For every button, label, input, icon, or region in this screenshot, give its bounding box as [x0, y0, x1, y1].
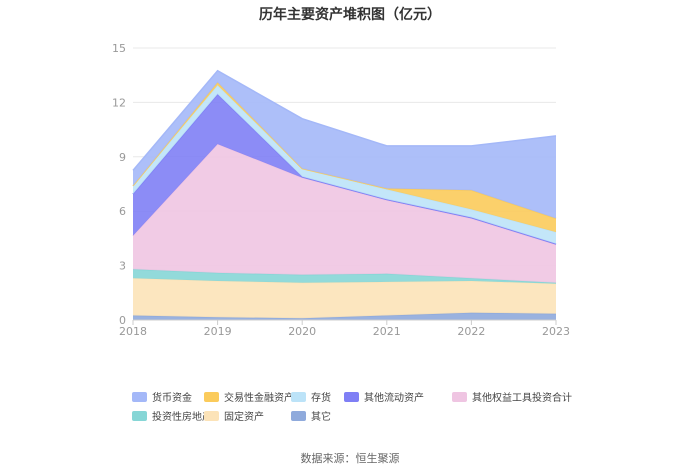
- y-tick-label: 6: [119, 205, 126, 218]
- source-note: 数据来源：恒生聚源: [301, 451, 400, 465]
- legend-label: 其它: [311, 410, 331, 423]
- legend-item: 存货: [291, 391, 331, 404]
- legend-item: 其他流动资产: [344, 391, 424, 404]
- legend-label: 固定资产: [224, 410, 264, 423]
- area-投资性房地产: [133, 269, 556, 284]
- legend-label: 其他权益工具投资合计: [472, 391, 572, 404]
- area-交易性金融资产: [133, 82, 556, 233]
- area-其他流动资产: [133, 94, 556, 245]
- legend-item: 其它: [291, 410, 331, 423]
- x-tick-label: 2019: [204, 325, 232, 338]
- y-tick-label: 3: [119, 260, 126, 273]
- x-tick-label: 2022: [457, 325, 485, 338]
- y-tick-label: 15: [112, 42, 126, 55]
- legend-swatch: [291, 392, 306, 402]
- legend-item: 投资性房地产: [132, 410, 212, 423]
- x-tick-label: 2021: [373, 325, 401, 338]
- legend-item: 交易性金融资产: [204, 391, 294, 404]
- x-axis: 2018 2019 2020 2021 2022 2023: [119, 319, 570, 338]
- area-series: [132, 69, 557, 320]
- legend-swatch: [132, 411, 147, 421]
- legend-swatch: [344, 392, 359, 402]
- area-固定资产: [133, 278, 556, 319]
- y-tick-label: 0: [119, 314, 126, 327]
- legend-item: 固定资产: [204, 410, 264, 423]
- legend-item: 其他权益工具投资合计: [452, 391, 572, 404]
- legend-swatch: [291, 411, 306, 421]
- area-存货: [133, 85, 556, 244]
- legend-label: 其他流动资产: [364, 391, 424, 404]
- x-tick-label: 2023: [542, 325, 570, 338]
- legend-swatch: [132, 392, 147, 402]
- legend-label: 货币资金: [152, 391, 192, 404]
- legend-swatch: [452, 392, 467, 402]
- legend-swatch: [204, 411, 219, 421]
- x-tick-label: 2018: [119, 325, 147, 338]
- y-tick-label: 12: [112, 96, 126, 109]
- legend-swatch: [204, 392, 219, 402]
- line-货币资金: [132, 69, 557, 171]
- area-货币资金: [133, 70, 556, 219]
- legend-item: 货币资金: [132, 391, 192, 404]
- y-axis: 0 3 6 9 12 15: [112, 42, 126, 327]
- y-tick-label: 9: [119, 151, 126, 164]
- x-tick-label: 2020: [288, 325, 316, 338]
- legend-label: 存货: [311, 391, 331, 404]
- chart-title: 历年主要资产堆积图（亿元）: [259, 6, 441, 23]
- legend-label: 投资性房地产: [152, 410, 212, 423]
- legend-label: 交易性金融资产: [224, 391, 294, 404]
- area-其他权益工具投资合计: [133, 144, 556, 283]
